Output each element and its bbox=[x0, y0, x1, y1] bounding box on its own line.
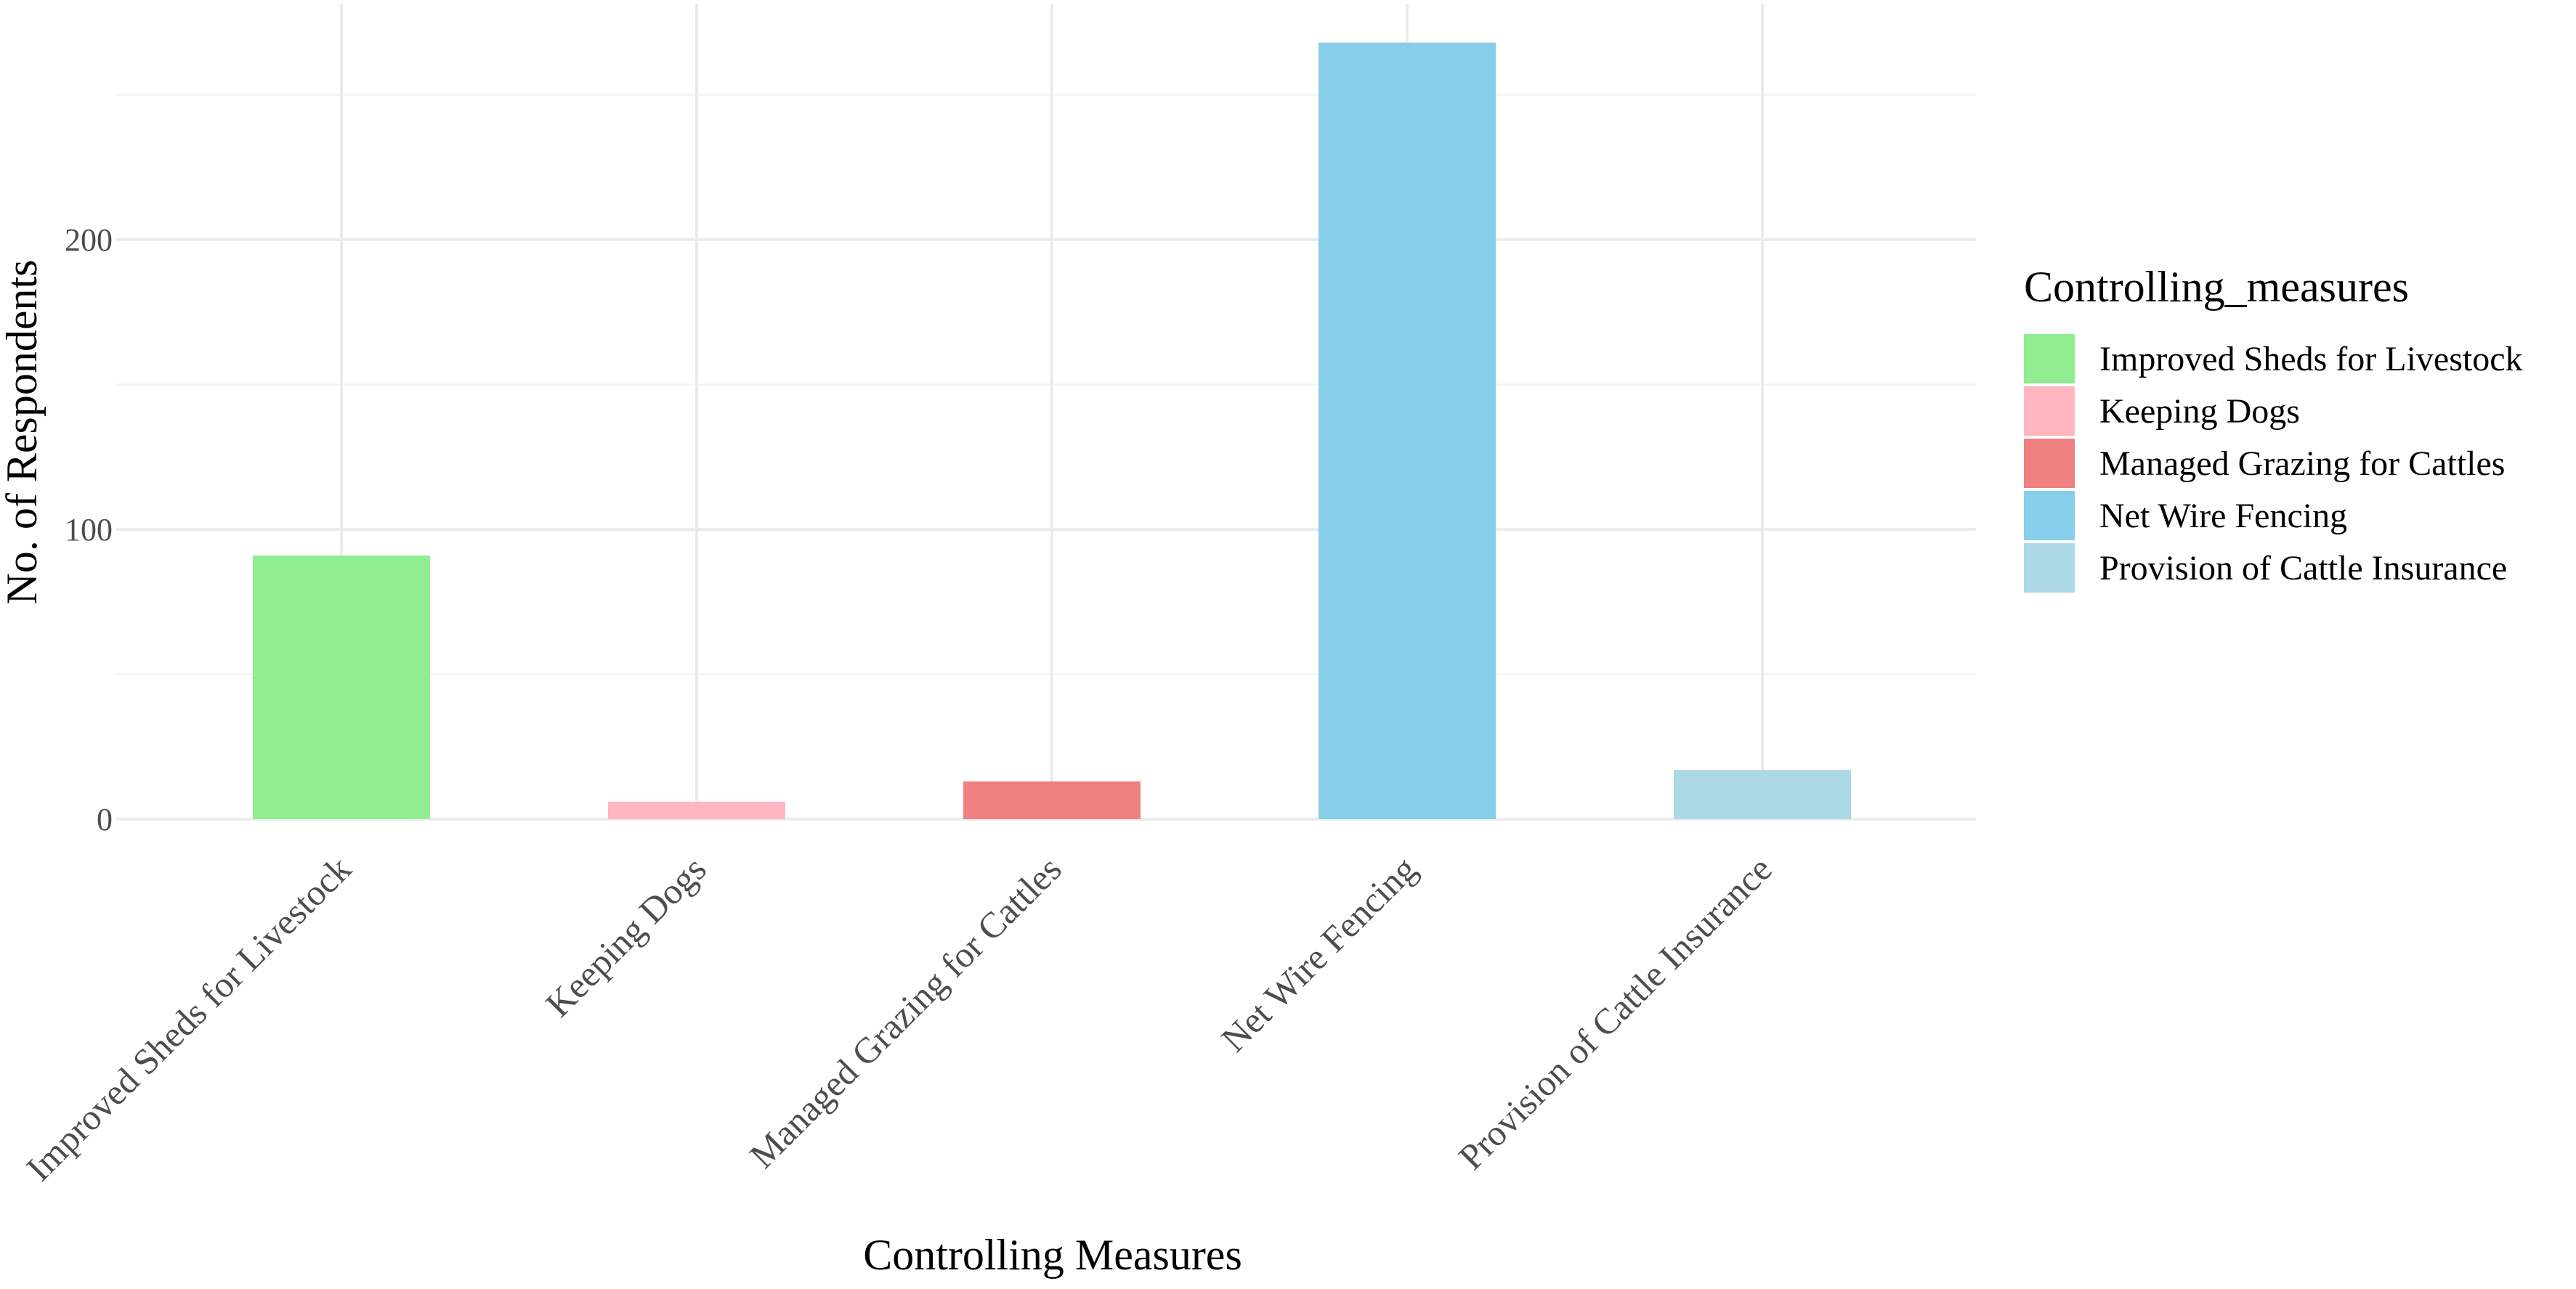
bar bbox=[1319, 42, 1496, 819]
legend-title: Controlling_measures bbox=[2024, 263, 2409, 311]
x-tick-label: Keeping Dogs bbox=[538, 848, 714, 1025]
y-axis-title: No. of Respondents bbox=[0, 260, 46, 605]
legend-label: Net Wire Fencing bbox=[2099, 497, 2347, 535]
legend-label: Managed Grazing for Cattles bbox=[2099, 444, 2505, 483]
legend-swatch bbox=[2024, 334, 2075, 383]
legend-label: Keeping Dogs bbox=[2099, 392, 2300, 431]
bar bbox=[1674, 770, 1851, 819]
legend-label: Provision of Cattle Insurance bbox=[2099, 549, 2507, 587]
bar bbox=[963, 781, 1141, 819]
x-tick-label: Net Wire Fencing bbox=[1213, 848, 1425, 1060]
bar bbox=[253, 555, 430, 819]
y-axis-ticks: 0 100 200 bbox=[65, 222, 113, 837]
legend-label: Improved Sheds for Livestock bbox=[2099, 340, 2523, 378]
legend-swatch bbox=[2024, 543, 2075, 593]
x-tick-label: Improved Sheds for Livestock bbox=[18, 848, 359, 1189]
y-tick-label: 100 bbox=[65, 512, 113, 548]
y-tick-label: 200 bbox=[65, 222, 113, 258]
bars bbox=[253, 42, 1851, 819]
x-axis-title: Controlling Measures bbox=[863, 1231, 1242, 1279]
legend-entries: Improved Sheds for Livestock Keeping Dogs… bbox=[2024, 334, 2523, 593]
legend-swatch bbox=[2024, 439, 2075, 488]
legend-swatch bbox=[2024, 386, 2075, 436]
legend: Controlling_measures Improved Sheds for … bbox=[2024, 263, 2523, 593]
x-tick-label: Managed Grazing for Cattles bbox=[742, 848, 1069, 1176]
x-tick-label: Provision of Cattle Insurance bbox=[1451, 848, 1780, 1177]
bar bbox=[608, 802, 785, 819]
x-axis-ticks: Improved Sheds for Livestock Keeping Dogs… bbox=[18, 848, 1780, 1189]
legend-swatch bbox=[2024, 491, 2075, 540]
y-tick-label: 0 bbox=[97, 802, 113, 837]
